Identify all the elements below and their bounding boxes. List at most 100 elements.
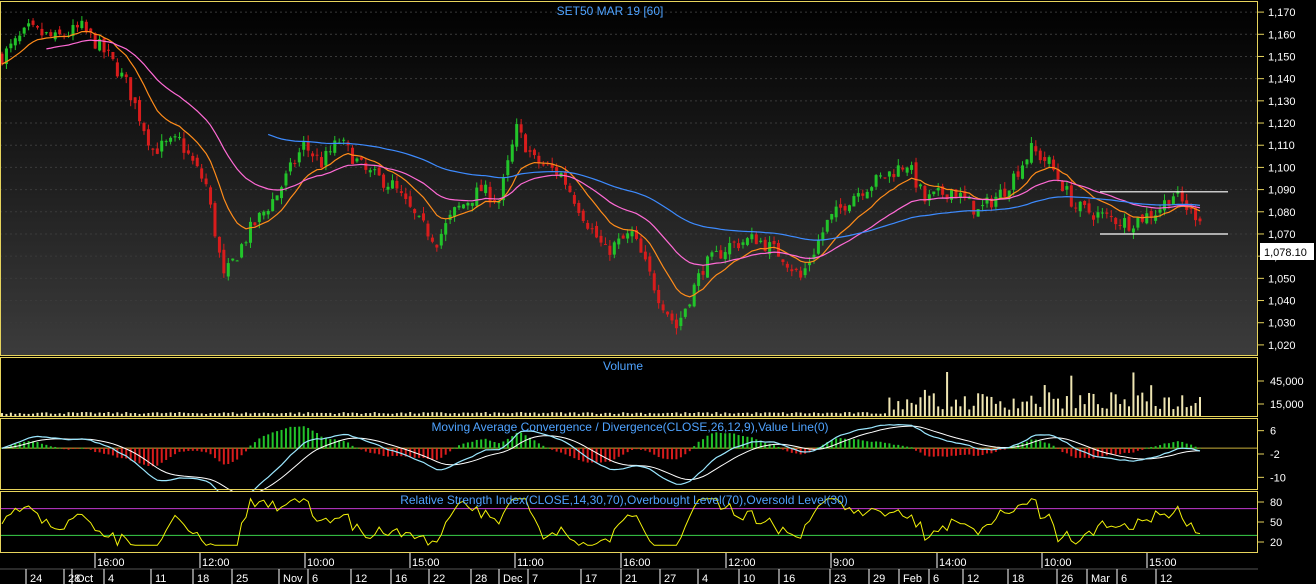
volume-bar xyxy=(662,413,665,416)
candle-body xyxy=(1136,217,1140,228)
volume-bar xyxy=(36,412,39,416)
x-date-label: 18 xyxy=(1012,573,1024,584)
candle-body xyxy=(27,23,31,27)
candle-body xyxy=(22,27,26,34)
macd-histogram-bar xyxy=(369,448,372,453)
candle-body xyxy=(541,164,545,166)
volume-bar xyxy=(972,405,975,416)
volume-bar xyxy=(706,412,709,416)
macd-histogram-bar xyxy=(120,448,123,459)
macd-histogram-bar xyxy=(1105,448,1108,456)
candle-body xyxy=(288,162,292,172)
candle-body xyxy=(142,123,146,132)
volume-bar xyxy=(1136,395,1139,416)
macd-histogram-bar xyxy=(915,448,918,451)
candle-body xyxy=(954,189,958,199)
volume-bar xyxy=(191,413,194,416)
macd-histogram-bar xyxy=(174,448,177,455)
candle-body xyxy=(1189,208,1193,210)
macd-histogram-bar xyxy=(733,433,736,449)
x-intraday-label: 9:00 xyxy=(833,557,854,569)
volume-bar xyxy=(582,412,585,416)
macd-histogram-bar xyxy=(737,435,740,449)
candle-body xyxy=(714,250,718,252)
candle-body xyxy=(80,20,84,29)
volume-bar xyxy=(1088,392,1091,416)
macd-line xyxy=(1,423,1201,502)
macd-histogram-bar xyxy=(524,435,527,449)
macd-histogram-bar xyxy=(826,441,829,449)
volume-bar xyxy=(14,413,17,416)
macd-histogram-bar xyxy=(151,448,154,467)
volume-bar xyxy=(1132,372,1135,416)
volume-bar xyxy=(355,413,358,416)
candle-body xyxy=(1198,218,1202,222)
macd-histogram-bar xyxy=(968,448,971,455)
candle-body xyxy=(728,243,732,255)
volume-bar xyxy=(1159,408,1162,416)
volume-bar xyxy=(848,412,851,416)
volume-bar xyxy=(111,413,114,416)
volume-bar xyxy=(466,412,469,416)
macd-histogram-bar xyxy=(786,448,789,452)
macd-histogram-bar xyxy=(227,448,230,465)
volume-bar xyxy=(1181,395,1184,416)
macd-histogram-bar xyxy=(489,440,492,449)
candle-body xyxy=(834,206,838,218)
volume-bar xyxy=(928,395,931,416)
volume-bar xyxy=(471,413,474,416)
macd-histogram-bar xyxy=(67,448,70,450)
macd-histogram-bar xyxy=(746,436,749,449)
candle-body xyxy=(40,28,44,36)
macd-histogram-bar xyxy=(1194,446,1197,449)
candle-body xyxy=(763,239,767,252)
volume-bar xyxy=(107,412,110,416)
volume-bar xyxy=(1048,392,1051,416)
macd-histogram-bar xyxy=(892,444,895,449)
macd-histogram-bar xyxy=(1092,448,1095,459)
volume-bar xyxy=(169,412,172,416)
volume-bar xyxy=(759,413,762,416)
candle-body xyxy=(355,158,359,162)
candle-body xyxy=(1131,228,1135,233)
volume-bar xyxy=(1154,406,1157,416)
macd-histogram-bar xyxy=(883,442,886,449)
macd-histogram-bar xyxy=(40,443,43,449)
volume-bar xyxy=(586,412,589,416)
macd-histogram-bar xyxy=(497,443,500,449)
volume-bar xyxy=(409,412,412,416)
macd-histogram-bar xyxy=(213,448,216,459)
volume-bar xyxy=(852,413,855,416)
volume-bar xyxy=(950,406,953,416)
price-panel[interactable]: SET50 MAR 19 [60] xyxy=(0,1,1258,356)
price-panel-bg xyxy=(0,1,1258,356)
candle-body xyxy=(1047,157,1051,164)
x-date-label: 23 xyxy=(834,573,846,584)
volume-panel[interactable]: Volume xyxy=(0,357,1258,417)
macd-histogram-bar xyxy=(458,445,461,449)
candle-body xyxy=(386,186,390,190)
macd-histogram-bar xyxy=(1061,448,1064,453)
macd-histogram-bar xyxy=(941,448,944,457)
price-panel-frame xyxy=(0,1,1258,356)
macd-histogram-bar xyxy=(1163,443,1166,449)
candle-body xyxy=(612,242,616,255)
macd-histogram-bar xyxy=(959,448,962,456)
candle-body xyxy=(950,189,954,200)
volume-bar xyxy=(1141,392,1144,416)
macd-histogram-bar xyxy=(963,448,966,455)
volume-bar xyxy=(271,413,274,416)
macd-histogram-bar xyxy=(866,441,869,449)
macd-histogram-bar xyxy=(218,448,221,462)
volume-bar xyxy=(200,413,203,416)
rsi-panel[interactable]: Relative Strength Index(CLOSE,14,30,70),… xyxy=(0,491,1258,553)
macd-histogram-bar xyxy=(897,444,900,449)
volume-bar xyxy=(1,413,3,416)
volume-bar xyxy=(568,412,571,416)
volume-bar xyxy=(134,413,137,416)
volume-bar xyxy=(826,412,829,416)
candle-body xyxy=(319,157,323,168)
x-date-label: 10 xyxy=(743,573,755,584)
candle-body xyxy=(808,262,812,266)
macd-panel[interactable]: Moving Average Convergence / Divergence(… xyxy=(0,418,1258,502)
